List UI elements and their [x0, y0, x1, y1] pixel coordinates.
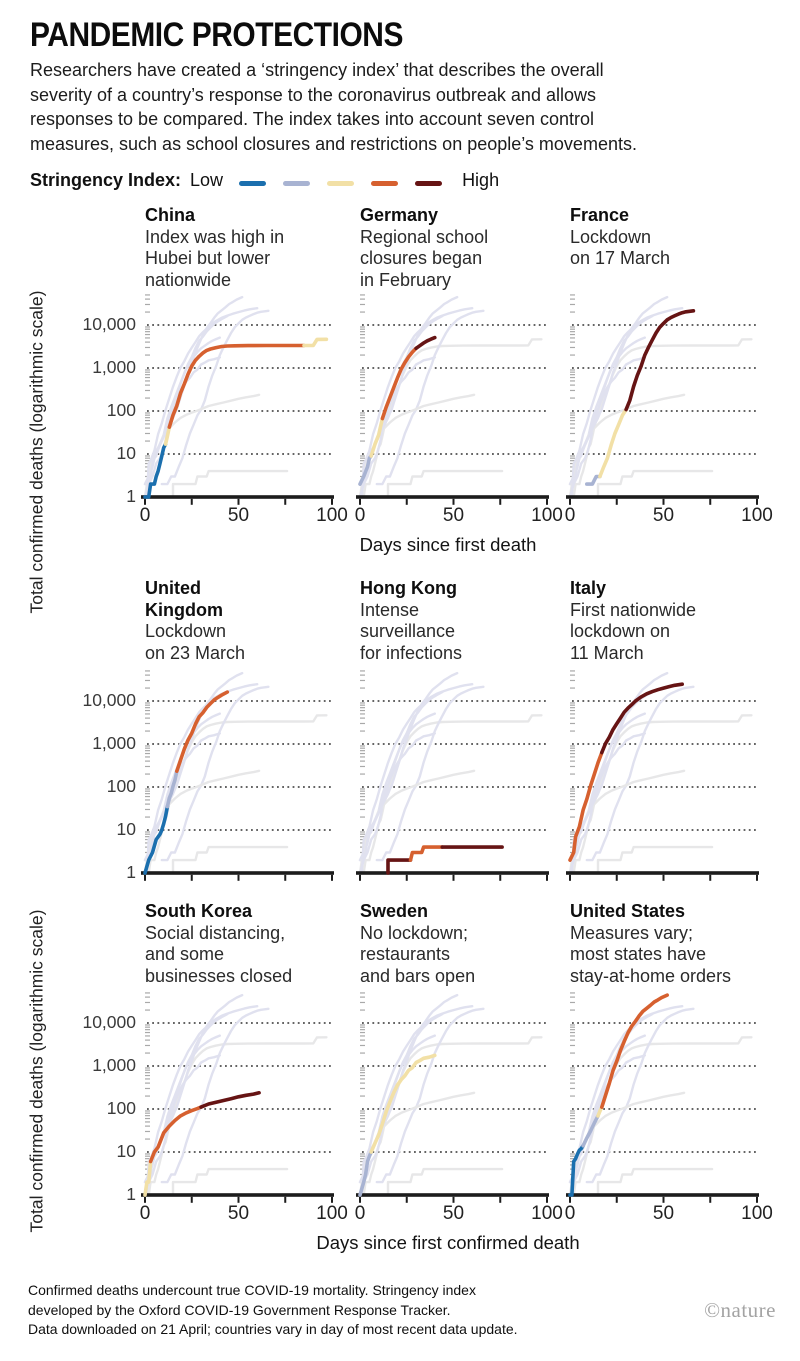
x-tick-label: 100: [531, 1203, 563, 1224]
x-tick-label: 0: [139, 1203, 151, 1224]
x-axis-title: Days since first death: [359, 534, 537, 555]
panel-note-united_kingdom: Lockdown on 23 March: [145, 621, 246, 663]
y-tick-label: 10: [116, 1141, 136, 1161]
x-tick-label: 0: [564, 505, 576, 526]
source-note: Confirmed deaths undercount true COVID-1…: [28, 1282, 518, 1337]
y-tick-label: 1: [126, 1184, 136, 1204]
x-tick-label: 100: [316, 1203, 348, 1224]
legend-swatches: [239, 170, 459, 191]
panel-note-united_states: Measures vary; most states have stay-at-…: [570, 922, 732, 986]
panel-header-united_kingdom: United Kingdom Lockdown on 23 March: [145, 578, 353, 664]
x-tick-label: 0: [564, 1203, 576, 1224]
panel-country-hong_kong: Hong Kong: [360, 578, 457, 598]
y-tick-label: 10: [116, 819, 136, 839]
panel-header-hong_kong: Hong Kong Intense surveillance for infect…: [360, 578, 568, 664]
panel-note-china: Index was high in Hubei but lower nation…: [145, 226, 285, 290]
x-tick-label: 100: [741, 1203, 773, 1224]
legend-swatch-s5: [415, 180, 443, 186]
panel-country-united_kingdom: United Kingdom: [145, 578, 223, 620]
panel-header-south_korea: South Korea Social distancing, and some b…: [145, 901, 353, 987]
panel-chart-united_kingdom: [141, 670, 334, 881]
panel-note-france: Lockdown on 17 March: [570, 226, 671, 269]
panel-country-south_korea: South Korea: [145, 901, 253, 921]
panel-country-sweden: Sweden: [360, 901, 429, 921]
nature-logo: ©nature: [704, 1298, 776, 1322]
legend-swatch-s1: [239, 180, 267, 186]
panel-chart-france: [566, 294, 759, 505]
y-axis-title: Total confirmed deaths (logarithmic scal…: [26, 290, 47, 614]
x-tick-label: 100: [316, 505, 348, 526]
y-tick-label: 10,000: [82, 1012, 136, 1032]
y-axis-title: Total confirmed deaths (logarithmic scal…: [26, 909, 47, 1233]
intro-text: Researchers have created a ‘stringency i…: [30, 60, 637, 154]
panel-note-sweden: No lockdown; restaurants and bars open: [360, 922, 476, 986]
y-tick-label: 1: [126, 486, 136, 506]
x-axis-title: Days since first confirmed death: [316, 1232, 580, 1253]
x-tick-label: 50: [227, 505, 250, 526]
panel-header-france: France Lockdown on 17 March: [570, 205, 778, 270]
panel-header-sweden: Sweden No lockdown; restaurants and bars …: [360, 901, 568, 987]
panel-chart-italy: [566, 670, 759, 881]
page-title: PANDEMIC PROTECTIONS: [30, 16, 403, 54]
panel-country-france: France: [570, 205, 630, 225]
panel-note-hong_kong: Intense surveillance for infections: [360, 599, 463, 663]
x-tick-label: 50: [227, 1203, 250, 1224]
legend-high-label: High: [462, 170, 500, 190]
y-tick-label: 100: [106, 776, 136, 796]
x-tick-label: 50: [652, 505, 675, 526]
y-tick-label: 10,000: [82, 314, 136, 334]
y-tick-label: 1,000: [92, 733, 136, 753]
panel-header-italy: Italy First nationwide lockdown on 11 Mar…: [570, 578, 778, 664]
panel-chart-china: [141, 294, 334, 505]
legend-swatch-s4: [371, 180, 399, 186]
x-tick-label: 50: [442, 1203, 465, 1224]
y-tick-label: 1,000: [92, 1055, 136, 1075]
x-tick-label: 50: [442, 505, 465, 526]
panel-note-germany: Regional school closures began in Februa…: [360, 226, 489, 290]
panel-header-united_states: United States Measures vary; most states …: [570, 901, 778, 987]
panel-chart-hong_kong: [356, 670, 549, 881]
panel-header-germany: Germany Regional school closures began in…: [360, 205, 568, 291]
x-tick-label: 100: [531, 505, 563, 526]
legend-swatch-s2: [283, 180, 311, 186]
y-tick-label: 100: [106, 1098, 136, 1118]
y-tick-label: 10: [116, 443, 136, 463]
y-tick-label: 10,000: [82, 690, 136, 710]
panel-note-italy: First nationwide lockdown on 11 March: [570, 599, 697, 663]
panel-header-china: China Index was high in Hubei but lower n…: [145, 205, 353, 291]
x-tick-label: 50: [652, 1203, 675, 1224]
panel-country-united_states: United States: [570, 901, 686, 921]
y-tick-label: 1,000: [92, 357, 136, 377]
x-tick-label: 100: [741, 505, 773, 526]
stringency-legend: Stringency Index: Low High: [30, 170, 499, 191]
panel-chart-germany: [356, 294, 549, 505]
y-tick-label: 100: [106, 400, 136, 420]
legend-low-label: Low: [190, 170, 224, 190]
panel-chart-south_korea: [141, 992, 334, 1203]
legend-swatch-s3: [327, 180, 355, 186]
panel-country-italy: Italy: [570, 578, 607, 598]
panel-chart-united_states: [566, 992, 759, 1203]
panel-country-china: China: [145, 205, 196, 225]
legend-title: Stringency Index:: [30, 170, 182, 190]
x-tick-label: 0: [354, 505, 366, 526]
x-tick-label: 0: [139, 505, 151, 526]
panel-note-south_korea: Social distancing, and some businesses c…: [145, 922, 293, 986]
panel-chart-sweden: [356, 992, 549, 1203]
panel-country-germany: Germany: [360, 205, 439, 225]
x-tick-label: 0: [354, 1203, 366, 1224]
y-tick-label: 1: [126, 862, 136, 882]
